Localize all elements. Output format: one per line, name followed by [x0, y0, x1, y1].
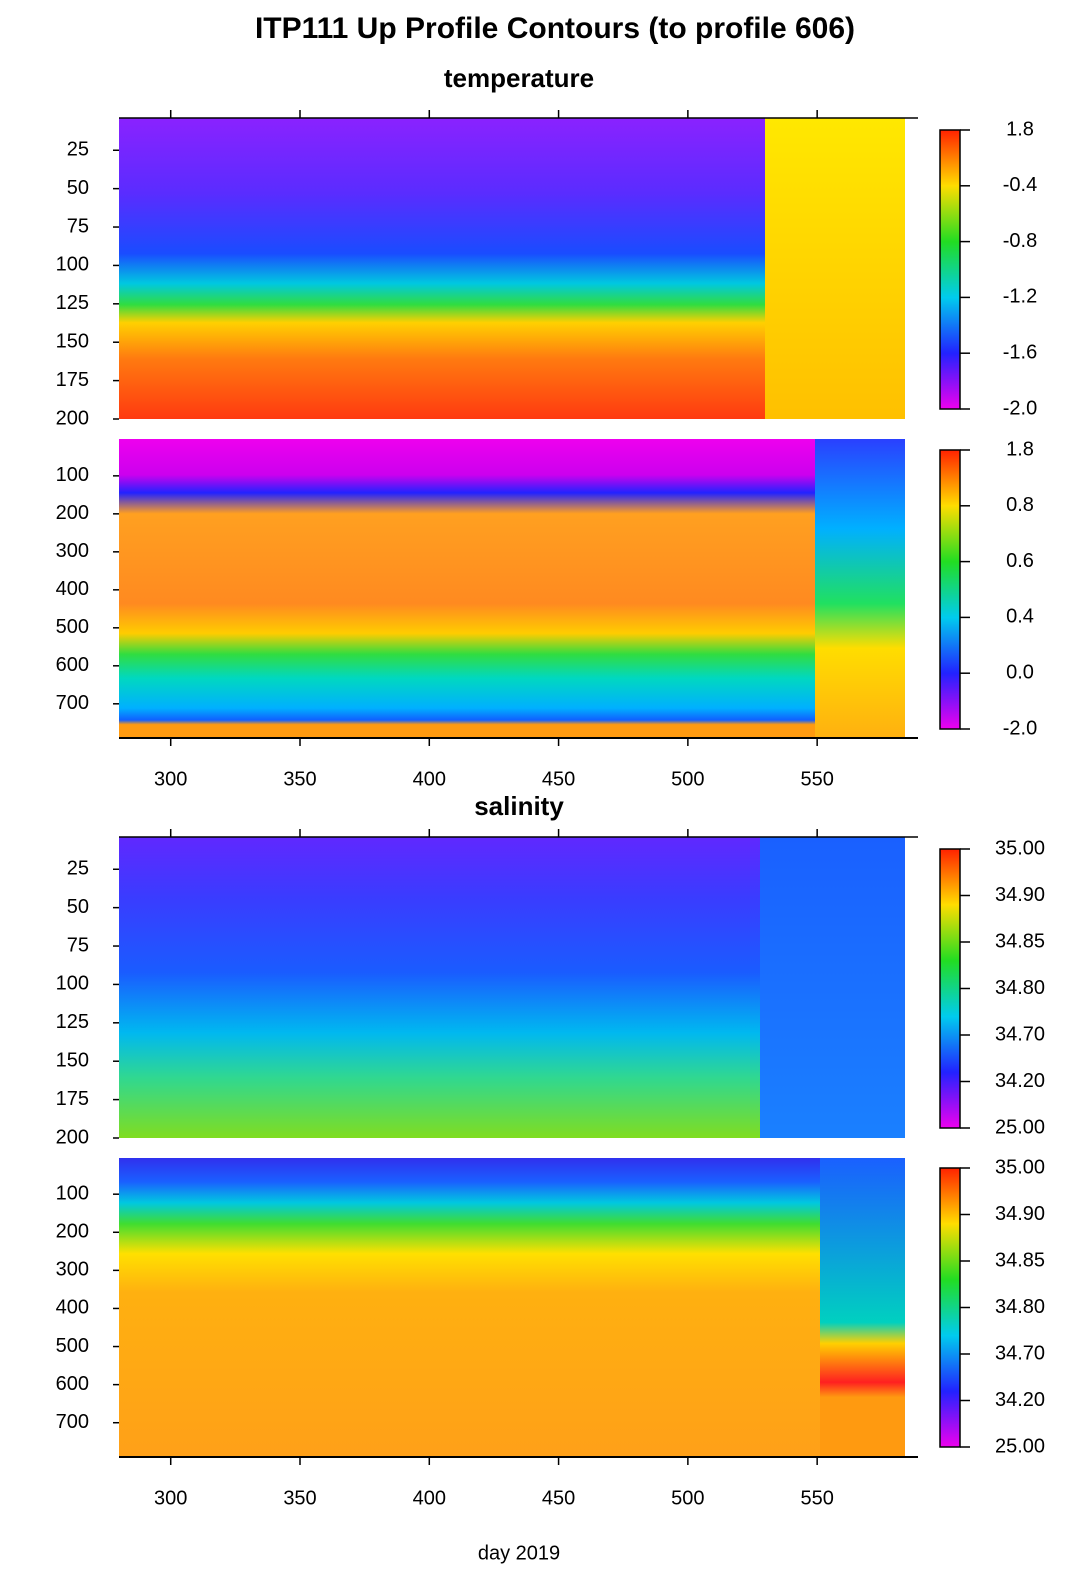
y-tick-label: 600: [56, 654, 89, 676]
field: [765, 118, 905, 419]
colorbar-tick-label: 34.70: [995, 1023, 1045, 1045]
colorbar-tick-label: 34.70: [995, 1342, 1045, 1364]
y-tick-label: 400: [56, 578, 89, 600]
colorbar-tick-label: -1.2: [1003, 286, 1037, 308]
x-tick-label: 350: [283, 1487, 316, 1509]
colorbar-tick-label: 34.80: [995, 1296, 1045, 1318]
colorbar-tick-label: -1.6: [1003, 341, 1037, 363]
field: [119, 118, 765, 419]
colorbar-tick-label: 34.90: [995, 1203, 1045, 1225]
x-axis-label: day 2019: [478, 1542, 560, 1564]
field: [119, 439, 815, 738]
x-tick-label: 550: [800, 1487, 833, 1509]
y-tick-label: 150: [56, 1049, 89, 1071]
y-tick-label: 150: [56, 330, 89, 352]
y-tick-label: 200: [56, 407, 89, 429]
y-tick-label: 25: [67, 139, 89, 161]
y-tick-label: 25: [67, 858, 89, 880]
y-tick-label: 500: [56, 1335, 89, 1357]
panel-title: temperature: [444, 63, 594, 93]
colorbar-tick-label: 1.8: [1006, 118, 1034, 140]
y-tick-label: 125: [56, 1011, 89, 1033]
field: [815, 439, 905, 738]
y-tick-label: 100: [56, 973, 89, 995]
colorbar-tick-label: 0.6: [1006, 550, 1034, 572]
x-tick-label: 400: [413, 768, 446, 790]
x-tick-label: 500: [671, 768, 704, 790]
y-tick-label: 200: [56, 1126, 89, 1148]
colorbar-tick-label: -0.8: [1003, 230, 1037, 252]
x-tick-label: 400: [413, 1487, 446, 1509]
y-tick-label: 125: [56, 292, 89, 314]
y-tick-label: 50: [67, 177, 89, 199]
y-tick-label: 75: [67, 934, 89, 956]
x-tick-label: 300: [154, 768, 187, 790]
colorbar-tick-label: 25.00: [995, 1435, 1045, 1457]
x-tick-label: 450: [542, 768, 575, 790]
colorbar-tick-label: 0.4: [1006, 606, 1034, 628]
colorbar: [939, 848, 961, 1129]
x-tick-label: 500: [671, 1487, 704, 1509]
colorbar-tick-label: 34.85: [995, 930, 1045, 952]
y-tick-label: 50: [67, 896, 89, 918]
y-tick-label: 200: [56, 502, 89, 524]
x-tick-label: 350: [283, 768, 316, 790]
field: [760, 837, 905, 1138]
x-tick-label: 550: [800, 768, 833, 790]
y-tick-label: 100: [56, 254, 89, 276]
colorbar: [939, 449, 961, 730]
colorbar-tick-label: 34.80: [995, 977, 1045, 999]
y-tick-label: 100: [56, 1182, 89, 1204]
y-tick-label: 500: [56, 616, 89, 638]
panel-title: salinity: [474, 791, 564, 821]
colorbar-tick-label: 34.90: [995, 884, 1045, 906]
y-tick-label: 300: [56, 540, 89, 562]
x-tick-label: 300: [154, 1487, 187, 1509]
colorbar-tick-label: -2.0: [1003, 397, 1037, 419]
colorbar-tick-label: 34.85: [995, 1249, 1045, 1271]
field: [820, 1158, 905, 1457]
colorbar: [939, 129, 961, 410]
y-tick-label: 175: [56, 1088, 89, 1110]
colorbar-tick-label: 25.00: [995, 1116, 1045, 1138]
colorbar-tick-label: 34.20: [995, 1389, 1045, 1411]
y-tick-label: 175: [56, 369, 89, 391]
colorbar-tick-label: -2.0: [1003, 717, 1037, 739]
y-tick-label: 200: [56, 1221, 89, 1243]
x-tick-label: 450: [542, 1487, 575, 1509]
y-tick-label: 100: [56, 464, 89, 486]
colorbar-tick-label: 1.8: [1006, 438, 1034, 460]
y-tick-label: 600: [56, 1373, 89, 1395]
colorbar-tick-label: -0.4: [1003, 174, 1037, 196]
colorbar-tick-label: 34.20: [995, 1070, 1045, 1092]
colorbar: [939, 1167, 961, 1448]
y-tick-label: 300: [56, 1259, 89, 1281]
y-tick-label: 700: [56, 692, 89, 714]
field: [119, 837, 760, 1138]
y-tick-label: 75: [67, 215, 89, 237]
main-title: ITP111 Up Profile Contours (to profile 6…: [255, 12, 855, 45]
colorbar-tick-label: 35.00: [995, 837, 1045, 859]
field: [119, 1158, 820, 1457]
y-tick-label: 700: [56, 1411, 89, 1433]
y-tick-label: 400: [56, 1297, 89, 1319]
colorbar-tick-label: 0.0: [1006, 661, 1034, 683]
colorbar-tick-label: 35.00: [995, 1156, 1045, 1178]
colorbar-tick-label: 0.8: [1006, 494, 1034, 516]
